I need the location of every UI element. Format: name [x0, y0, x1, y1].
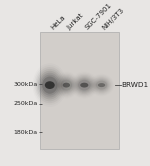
Text: Jurkat: Jurkat — [66, 13, 85, 31]
Ellipse shape — [45, 81, 55, 89]
Ellipse shape — [39, 73, 60, 97]
Ellipse shape — [98, 83, 105, 87]
Text: HeLa: HeLa — [50, 14, 66, 31]
Ellipse shape — [95, 80, 108, 91]
Text: 180kDa: 180kDa — [14, 130, 38, 135]
Ellipse shape — [77, 79, 92, 92]
Ellipse shape — [60, 79, 73, 92]
Text: NIH/3T3: NIH/3T3 — [102, 7, 126, 31]
Ellipse shape — [78, 80, 91, 90]
Ellipse shape — [96, 81, 107, 90]
Text: 300kDa: 300kDa — [14, 82, 38, 87]
Ellipse shape — [80, 83, 88, 87]
Ellipse shape — [59, 77, 74, 93]
Ellipse shape — [42, 77, 57, 94]
Text: SGC-7901: SGC-7901 — [84, 2, 113, 31]
Ellipse shape — [61, 80, 72, 90]
Bar — [40, 32, 119, 149]
Ellipse shape — [38, 71, 62, 99]
Ellipse shape — [76, 77, 93, 93]
Text: 250kDa: 250kDa — [14, 101, 38, 106]
Ellipse shape — [37, 69, 63, 101]
Ellipse shape — [63, 83, 70, 87]
Text: BRWD1: BRWD1 — [122, 82, 149, 88]
Ellipse shape — [41, 75, 59, 96]
